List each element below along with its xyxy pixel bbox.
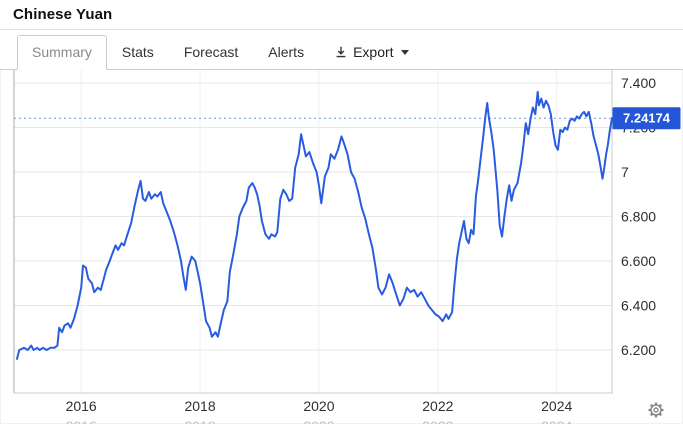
tab-bar: Summary Stats Forecast Alerts Export (0, 30, 683, 70)
y-axis-label: 7 (621, 164, 629, 180)
page-title: Chinese Yuan (13, 6, 113, 23)
price-line (16, 90, 613, 360)
clipped-x-label: 2024 (541, 418, 572, 424)
x-axis-label: 2022 (422, 398, 453, 414)
gear-center (653, 407, 659, 413)
caret-down-icon (400, 49, 409, 55)
y-axis-label: 6.600 (621, 253, 656, 269)
current-price-badge: 7.24174 (612, 107, 681, 130)
x-axis-labels: 2016 2018 2020 2022 2024 (66, 398, 573, 414)
y-axis-label: 6.200 (621, 342, 656, 358)
clipped-x-label: 2022 (422, 418, 453, 424)
x-axis-label: 2018 (184, 398, 215, 414)
tab-stats[interactable]: Stats (121, 44, 154, 60)
x-axis-label: 2020 (303, 398, 334, 414)
y-axis-label: 7.400 (621, 75, 656, 91)
clipped-label-row: 2016 2018 2020 2022 2024 (66, 418, 573, 424)
badge-value: 7.24174 (623, 111, 671, 126)
y-axis-label: 6.800 (621, 209, 656, 225)
export-label: Export (353, 44, 394, 60)
download-icon (336, 46, 346, 58)
clipped-x-label: 2018 (184, 418, 215, 424)
title-bar: Chinese Yuan (0, 0, 683, 30)
tab-alerts[interactable]: Alerts (268, 44, 305, 60)
clipped-x-label: 2020 (303, 418, 334, 424)
vertical-gridlines (80, 70, 558, 393)
x-axis-label: 2016 (66, 398, 97, 414)
export-button[interactable]: Export (319, 35, 423, 70)
tab-forecast[interactable]: Forecast (183, 44, 239, 60)
y-axis-label: 6.400 (621, 298, 656, 314)
horizontal-gridlines (14, 82, 612, 351)
clipped-x-label: 2016 (66, 418, 97, 424)
badge-background (612, 107, 681, 130)
x-axis-label: 2024 (541, 398, 572, 414)
gear-body (650, 404, 662, 416)
settings-gear-icon[interactable] (648, 402, 664, 418)
tab-summary[interactable]: Summary (17, 35, 107, 70)
